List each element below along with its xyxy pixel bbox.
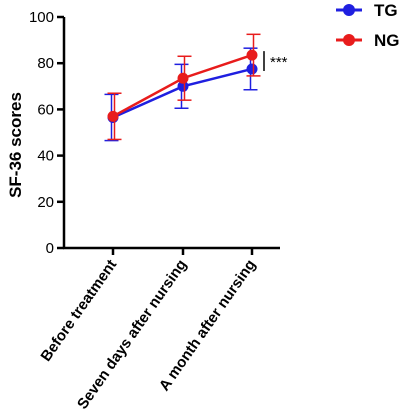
legend-item-ng: NG (336, 31, 400, 50)
data-point (177, 72, 189, 84)
significance-stars: *** (270, 54, 288, 71)
data-point (177, 80, 189, 92)
legend-label: TG (374, 1, 398, 20)
legend-swatch-marker (343, 34, 355, 46)
data-point (246, 63, 258, 75)
y-axis-title: SF-36 scores (6, 92, 25, 198)
y-tick-label: 60 (37, 101, 54, 118)
y-tick-label: 20 (37, 194, 54, 211)
y-tick-label: 0 (46, 240, 54, 257)
series-ng (107, 33, 261, 141)
significance-annotation: *** (263, 51, 288, 71)
y-axis: 0 20 40 60 80 100 (29, 9, 66, 257)
data-point (107, 110, 119, 122)
y-tick-label: 80 (37, 55, 54, 72)
plot-area (104, 33, 261, 142)
legend-swatch-marker (343, 4, 355, 16)
x-tick-label: Before treatment (38, 257, 121, 365)
legend-label: NG (374, 31, 400, 50)
legend: TG NG (336, 1, 400, 50)
y-tick-label: 100 (29, 9, 54, 26)
legend-item-tg: TG (336, 1, 398, 20)
data-point (246, 49, 258, 61)
y-tick-label: 40 (37, 148, 54, 165)
